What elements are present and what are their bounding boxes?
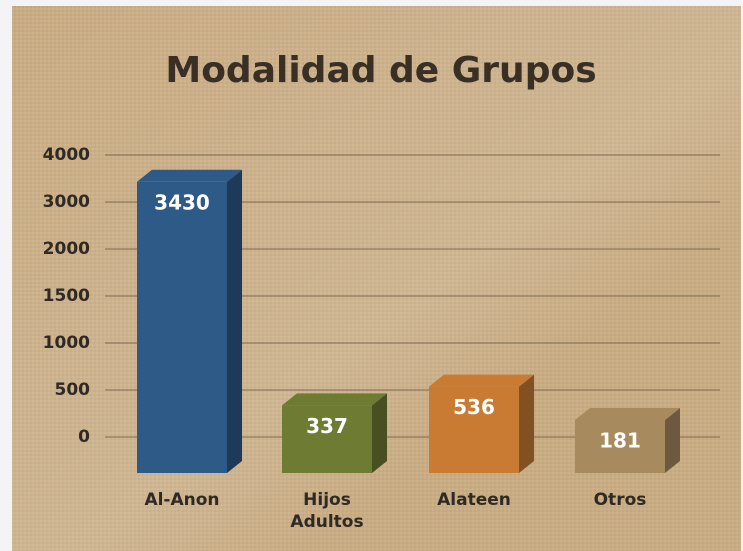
bar — [282, 405, 372, 473]
bar-side — [227, 169, 242, 474]
y-tick-label: 2000 — [43, 239, 90, 259]
value-label: 536 — [453, 395, 495, 419]
bar-top — [137, 169, 242, 182]
bar — [575, 419, 665, 473]
bar-top — [282, 393, 387, 406]
bar — [137, 181, 227, 474]
y-tick-label: 1000 — [43, 333, 90, 353]
chart-title: Modalidad de Grupos — [165, 50, 596, 91]
y-tick-label: 1500 — [43, 286, 90, 306]
bar — [429, 386, 519, 473]
bar-side — [372, 393, 387, 473]
x-tick-label: Otros — [593, 490, 647, 510]
x-tick-label: Hijos Adultos — [290, 490, 364, 532]
x-tick-label: Alateen — [437, 490, 511, 510]
x-tick-label: Al-Anon — [144, 490, 220, 510]
y-tick-label: 4000 — [43, 145, 90, 165]
bar-top — [575, 407, 680, 420]
bar-top — [429, 374, 534, 387]
value-label: 181 — [599, 428, 641, 452]
value-label: 337 — [306, 414, 348, 438]
value-label: 3430 — [154, 190, 210, 214]
y-tick-label: 500 — [55, 380, 91, 400]
y-tick-label: 3000 — [43, 192, 90, 212]
bar-side — [519, 374, 534, 473]
bar-side — [665, 407, 680, 473]
y-tick-label: 0 — [78, 427, 90, 447]
